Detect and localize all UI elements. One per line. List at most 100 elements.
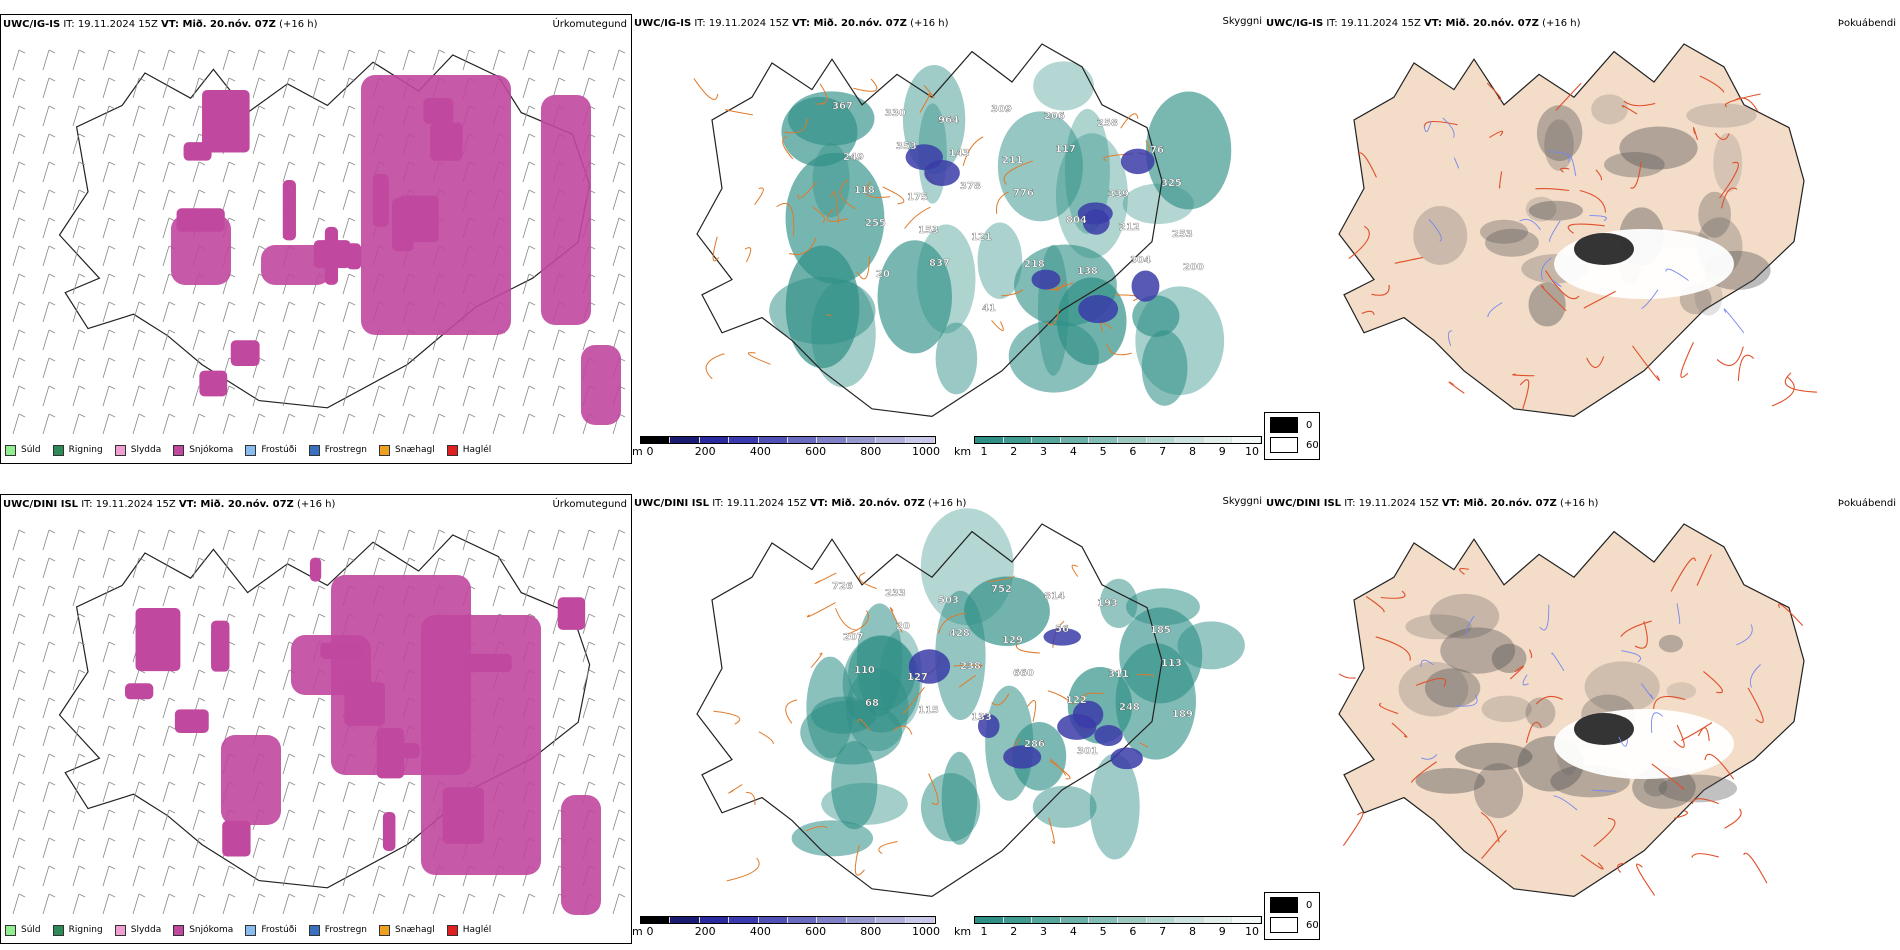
ceiling-label: 304 (1130, 255, 1151, 266)
colorbar-tick: 1000 (912, 925, 940, 938)
ceiling-label: 325 (1161, 178, 1182, 189)
precip-type-map (12, 49, 626, 435)
colorbar-tick: 800 (860, 445, 882, 458)
fog-legend-label: 0 (1306, 419, 1313, 431)
fog-index-panel-ig: UWC/IG-IS IT: 19.11.2024 15Z VT: Mið. 20… (1264, 14, 1900, 464)
colorbar-tick: 5 (1099, 445, 1107, 458)
fog-legend-row: 60 (1270, 917, 1319, 933)
fog-legend-label: 0 (1306, 899, 1313, 911)
legend-swatch (5, 444, 16, 456)
legend-swatch (173, 924, 185, 936)
ceiling-label: 286 (1024, 739, 1045, 750)
road-network (693, 78, 1150, 380)
ceiling-label: 253 (1172, 229, 1193, 240)
legend-swatch (379, 444, 391, 456)
ceiling-label: 503 (938, 595, 959, 606)
ceiling-label: 56 (1055, 624, 1069, 635)
legend-swatch (5, 924, 16, 936)
iceland-outline (696, 523, 1163, 898)
legend-label: Slydda (130, 925, 162, 935)
precip-type-map (12, 529, 626, 915)
cloud-visibility-panel-ig: 367 330 964 309 206 258 76 249 353 143 211 117 339 32… (632, 14, 1264, 464)
legend-label: Súld (21, 925, 41, 935)
colorbar-gradient (640, 436, 936, 444)
ceiling-label: 20 (876, 269, 890, 280)
legend-item: Slydda (114, 444, 162, 456)
ceiling-label: 200 (1183, 262, 1204, 273)
rivers (1423, 117, 1745, 346)
ceiling-label: 353 (896, 141, 917, 152)
ceiling-label: 660 (1013, 668, 1034, 679)
colorbar-tick: 1 (980, 925, 988, 938)
colorbar-tick: 5 (1099, 925, 1107, 938)
colorbar-tick: 8 (1188, 445, 1196, 458)
ceiling-label: 776 (1013, 188, 1034, 199)
legend-swatch (446, 444, 458, 456)
precip-type-panel-ig: UWC/IG-IS IT: 19.11.2024 15Z VT: Mið. 20… (0, 14, 632, 464)
colorbar-tick: 800 (860, 925, 882, 938)
colorbar-tick: 4 (1069, 445, 1077, 458)
legend-swatch (446, 924, 458, 936)
ceiling-label: 153 (918, 225, 939, 236)
ceiling-markers (908, 628, 1143, 770)
visibility-colorbar: km 1 2 3 4 5 6 7 8 9 10 (954, 916, 1264, 940)
ceiling-label: 138 (1077, 266, 1098, 277)
colorbar-tick: 1000 (912, 445, 940, 458)
legend-item: Frostregn (308, 924, 368, 936)
fog-legend-label: 60 (1306, 439, 1319, 451)
colorbar-tick: 3 (1040, 445, 1048, 458)
colorbar-tick: 400 (749, 925, 771, 938)
colorbar-tick: 8 (1188, 925, 1196, 938)
ceiling-label: 428 (949, 628, 970, 639)
colorbar-tick: 7 (1159, 925, 1167, 938)
ceiling-label: 367 (832, 101, 853, 112)
colorbar-unit: km (954, 925, 972, 938)
legend-label: Frostregn (324, 925, 368, 935)
colorbar-tick: 9 (1218, 925, 1226, 938)
ceiling-label: 837 (929, 258, 950, 269)
legend-label: Slydda (130, 445, 162, 455)
iceland-land (1338, 523, 1805, 898)
fog-legend: 0 60 (1264, 892, 1320, 940)
ceiling-label: 122 (1066, 695, 1087, 706)
legend-swatch (52, 444, 64, 456)
colorbar-gradient (974, 436, 1262, 444)
ceiling-label: 41 (982, 303, 996, 314)
legend-swatch (52, 924, 64, 936)
ceiling-label: 189 (1172, 709, 1193, 720)
ceiling-label: 752 (991, 584, 1012, 595)
ceiling-label: 309 (991, 104, 1012, 115)
colorbar-gradient (974, 916, 1262, 924)
ceiling-label: 726 (832, 581, 853, 592)
ceiling-label: 233 (885, 588, 906, 599)
fog-index-map (1338, 43, 1817, 418)
ceiling-label: 113 (1161, 658, 1182, 669)
legend-item: Snæhagl (379, 444, 435, 456)
snowfall-areas (125, 557, 601, 915)
colorbar-tick: 1 (980, 445, 988, 458)
legend-label: Frostregn (324, 445, 368, 455)
legend-item: Haglél (446, 924, 491, 936)
legend-swatch (379, 924, 391, 936)
colorbar-gradient (640, 916, 936, 924)
iceland-land (1338, 43, 1805, 418)
colorbar-tick: 0 (646, 445, 654, 458)
ceiling-label: 814 (1044, 591, 1065, 602)
fog-legend-row: 60 (1270, 437, 1319, 453)
panel-title: Skyggni (1222, 16, 1262, 27)
legend-label: Snjókoma (189, 925, 234, 935)
ceiling-label: 115 (918, 705, 939, 716)
panel-title: Þokuábendi (1837, 18, 1896, 29)
colorbar-tick: 6 (1129, 445, 1137, 458)
fog-legend-swatch (1270, 437, 1298, 453)
colorbar-unit: m (632, 925, 643, 938)
legend-item: Snæhagl (379, 924, 435, 936)
legend-label: Rigning (68, 925, 103, 935)
ceiling-markers (905, 144, 1160, 324)
ceiling-label: 339 (1108, 189, 1129, 200)
road-network (1338, 554, 1804, 896)
ceiling-label: 378 (960, 181, 981, 192)
panel-title: Skyggni (1222, 496, 1262, 507)
colorbar-unit: km (954, 445, 972, 458)
ceiling-label: 238 (960, 661, 981, 672)
